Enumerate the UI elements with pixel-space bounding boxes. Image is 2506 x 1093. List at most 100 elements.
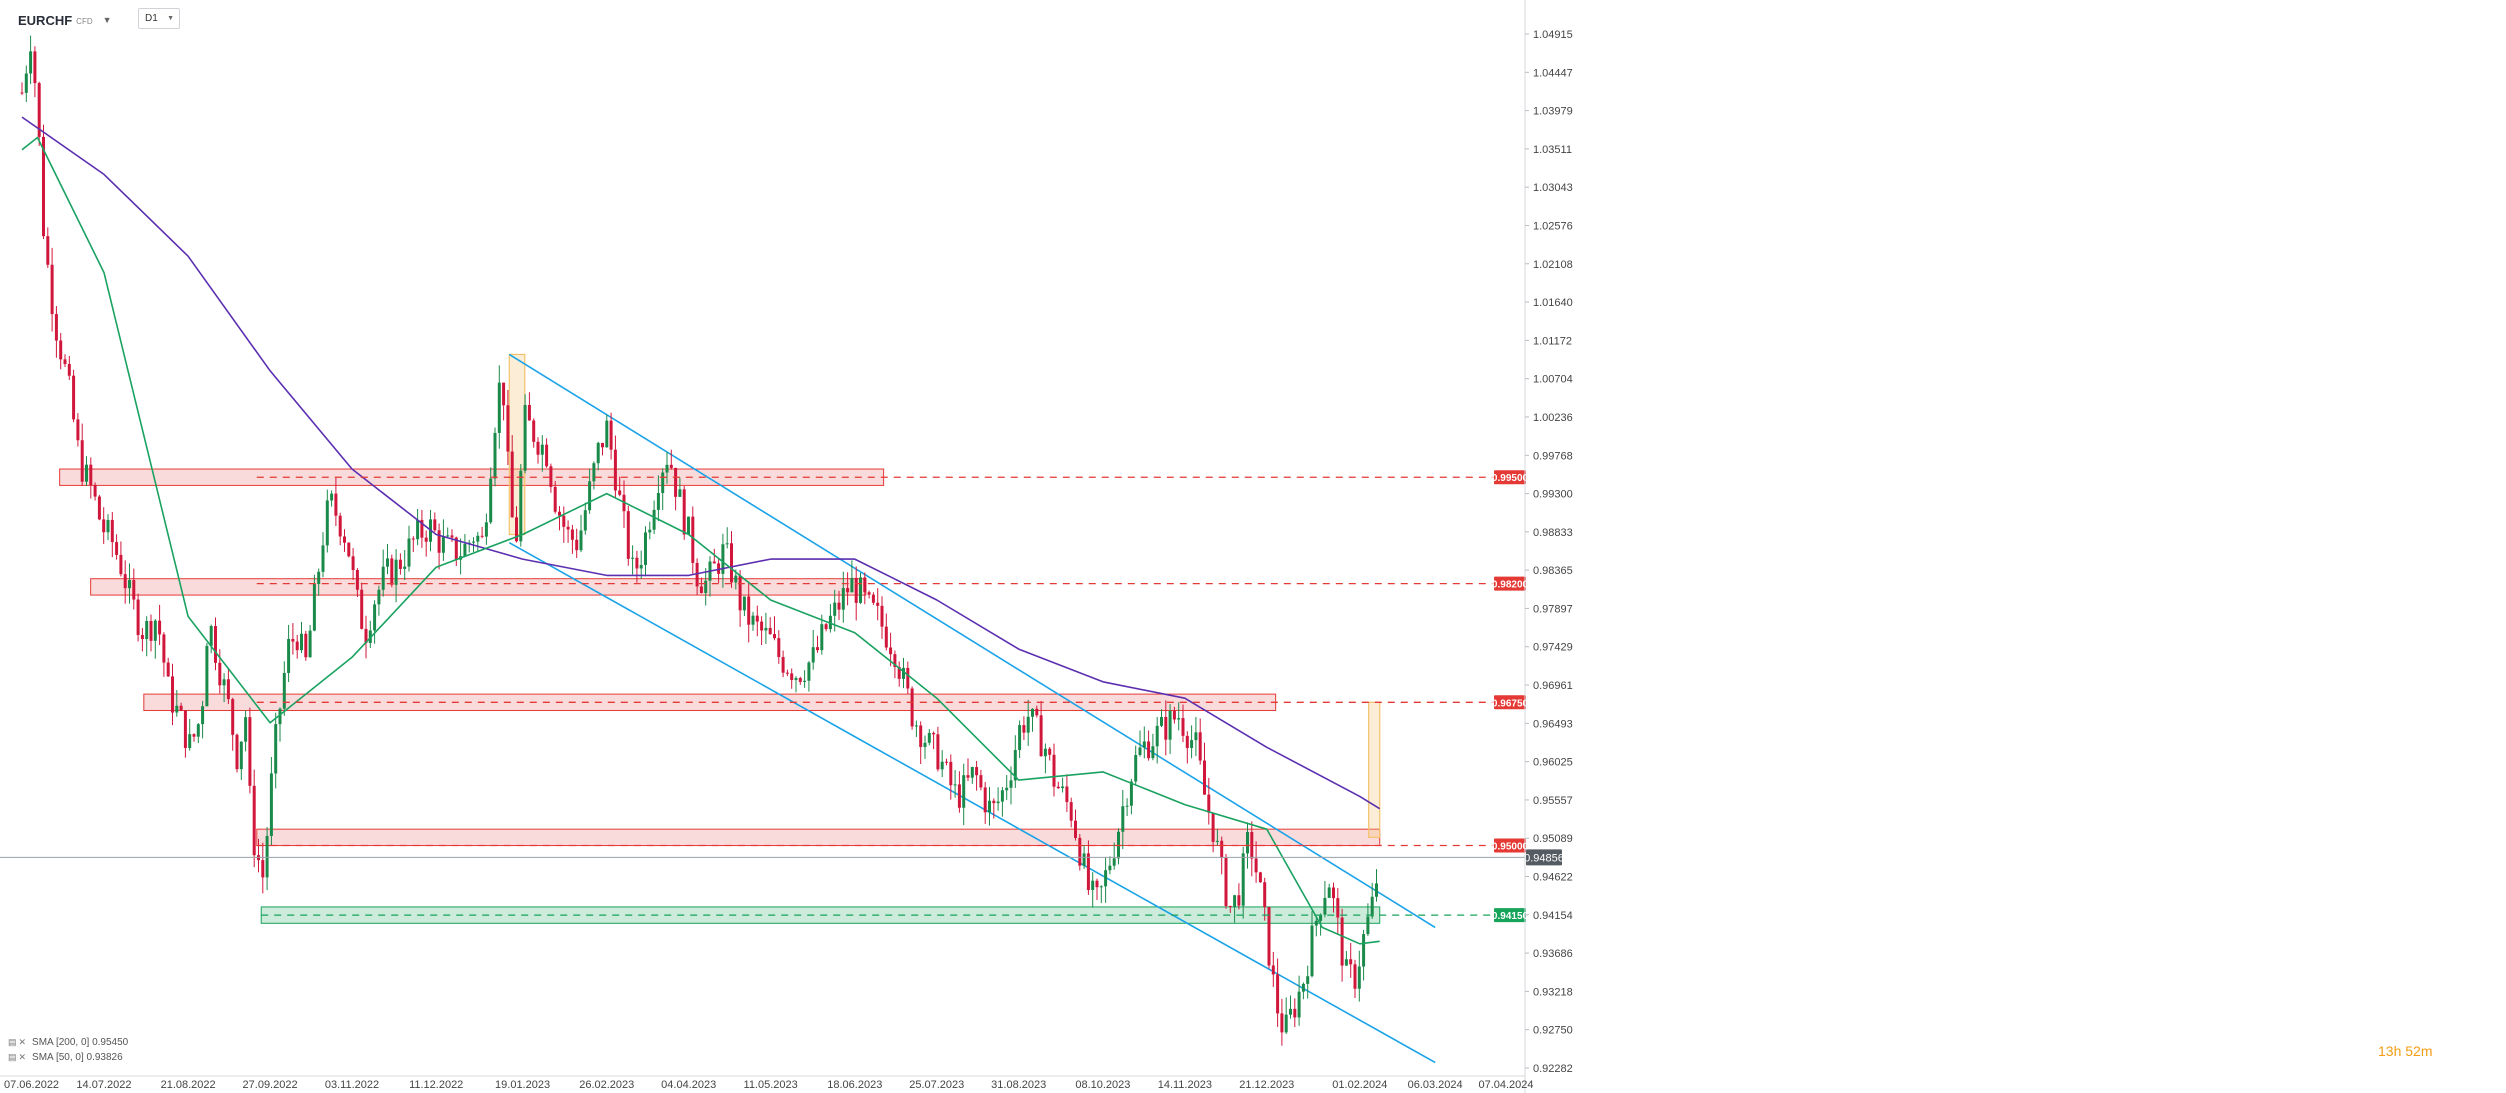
candle-body (1147, 741, 1151, 759)
candle-body (661, 472, 665, 494)
candle-body (476, 535, 480, 542)
candle-body (437, 530, 441, 553)
candle-body (1237, 895, 1241, 906)
legend-sma50[interactable]: ▤✕ SMA [50, 0] 0.93826 (8, 1052, 123, 1063)
legend-sma200[interactable]: ▤✕ SMA [200, 0] 0.95450 (8, 1037, 128, 1048)
chevron-down-icon[interactable]: ▼ (102, 15, 112, 25)
candle-body (85, 464, 88, 482)
x-tick-label: 31.08.2023 (991, 1079, 1046, 1091)
candle-body (936, 734, 940, 770)
candle-body (1332, 887, 1335, 899)
candle-body (1258, 872, 1262, 883)
candle-body (1022, 725, 1026, 733)
candle-body (1263, 882, 1267, 908)
candle-body (919, 725, 923, 747)
candle-body (837, 602, 841, 610)
candle-body (231, 699, 235, 735)
highlight-boxes-layer (508, 353, 1381, 838)
candle-body (162, 634, 166, 663)
candle-body (717, 563, 721, 574)
candle-body (381, 566, 385, 590)
candle-body (540, 444, 544, 455)
candle-body (794, 678, 798, 680)
candle-body (102, 519, 106, 533)
candle-body (1276, 974, 1280, 1014)
candle-body (1310, 925, 1314, 977)
candle-body (1203, 760, 1206, 795)
level-label-bg (1494, 695, 1526, 710)
candle-body (72, 375, 76, 420)
candle-body (704, 580, 708, 593)
x-tick-label: 07.06.2022 (4, 1079, 59, 1091)
candle-body (510, 451, 514, 518)
candle-body (678, 489, 682, 497)
candle-body (665, 464, 669, 473)
candle-body (871, 594, 875, 603)
candle-body (424, 537, 428, 542)
y-tick-label: 0.94154 (1533, 910, 1573, 922)
candle-body (269, 773, 273, 836)
candle-body (519, 470, 523, 542)
candle-body (140, 634, 144, 640)
candle-body (863, 577, 867, 593)
candle-body (244, 717, 248, 742)
candle-body (613, 449, 617, 491)
candle-body (1129, 781, 1133, 806)
candle-body (42, 136, 45, 237)
candle-body (1250, 832, 1254, 859)
candle-body (983, 787, 987, 813)
candle-body (979, 775, 983, 788)
x-tick-label: 26.02.2023 (579, 1079, 634, 1091)
eye-icon[interactable]: ▤✕ (8, 1037, 29, 1047)
candle-body (1009, 780, 1013, 788)
candle-body (1198, 732, 1202, 761)
candle-body (824, 624, 828, 630)
x-tick-label: 11.12.2022 (409, 1079, 463, 1091)
candle-body (377, 589, 381, 605)
candle-body (639, 564, 643, 569)
candle-body (308, 630, 312, 658)
candle-body (601, 442, 604, 448)
candle-body (261, 860, 265, 878)
candle-body (846, 588, 850, 593)
x-tick-label: 25.07.2023 (909, 1079, 964, 1091)
candle-body (50, 264, 54, 315)
candle-body (450, 535, 454, 538)
y-tick-label: 1.04447 (1533, 67, 1573, 79)
y-tick-label: 0.98833 (1533, 527, 1573, 539)
candle-body (1151, 746, 1155, 759)
timeframe-select[interactable]: D1 ▼ (138, 8, 180, 29)
candle-body (1168, 710, 1172, 740)
candle-body (325, 500, 329, 546)
y-tick-label: 0.92750 (1533, 1025, 1573, 1037)
resistance-zone (90, 578, 867, 596)
candle-body (506, 405, 510, 452)
symbol-selector[interactable]: EURCHF CFD ▼ (18, 9, 112, 31)
eye-icon[interactable]: ▤✕ (8, 1052, 29, 1062)
candle-body (1052, 754, 1056, 787)
candle-body (953, 784, 957, 786)
candle-body (472, 541, 475, 543)
candle-body (1327, 887, 1331, 898)
channel-lines-layer (508, 353, 1436, 1064)
candle-body (962, 775, 966, 808)
candle-body (1267, 907, 1271, 966)
candle-body (1082, 853, 1086, 866)
candle-body (1099, 886, 1103, 888)
candle-body (201, 706, 205, 725)
candle-body (373, 604, 377, 631)
candle-body (29, 51, 33, 74)
candle-body (93, 484, 97, 497)
level-label-bg (1494, 576, 1526, 591)
candle-body (777, 638, 781, 658)
candle-body (394, 559, 398, 585)
candle-body (876, 602, 880, 606)
y-tick-label: 0.98365 (1533, 565, 1573, 577)
candle-body (644, 532, 647, 565)
candle-body (175, 705, 179, 713)
y-tick-label: 0.93218 (1533, 986, 1573, 998)
candle-body (33, 51, 37, 84)
y-tick-label: 1.03979 (1533, 106, 1573, 118)
candle-body (652, 509, 656, 530)
